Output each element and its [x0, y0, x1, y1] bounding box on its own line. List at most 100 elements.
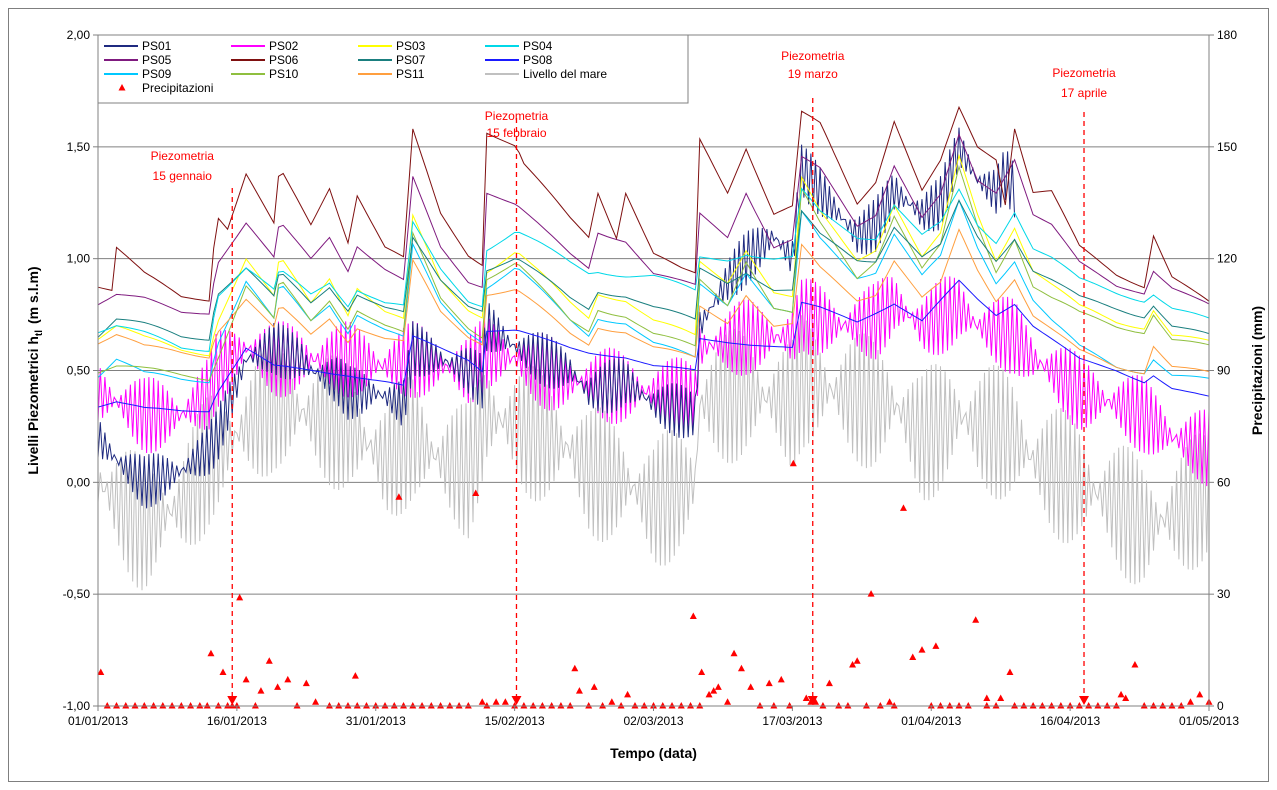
precipitation-marker: [696, 702, 704, 709]
precipitation-marker: [538, 702, 546, 709]
precipitation-marker: [1006, 668, 1014, 675]
y2-tick-label: 150: [1217, 140, 1237, 154]
precipitation-marker: [418, 702, 426, 709]
precipitation-marker: [710, 687, 718, 694]
y-axis-ticks: 2,00 1,50 1,00 0,50 0,00 -0,50 -1,00: [63, 28, 98, 713]
y2-tick-label: 120: [1217, 252, 1237, 266]
x-tick-label: 31/01/2013: [346, 714, 406, 728]
precipitation-marker: [242, 675, 250, 683]
y2-tick-label: 0: [1217, 699, 1224, 713]
precipitation-marker: [789, 459, 797, 467]
y-tick-label: 0,00: [67, 475, 91, 489]
legend-label: PS11: [396, 67, 425, 81]
precipitation-marker: [997, 694, 1005, 702]
precipitation-marker: [168, 702, 176, 709]
precipitation-marker: [492, 698, 500, 705]
precipitation-marker: [1131, 660, 1139, 668]
x-tick-label: 16/01/2013: [207, 714, 267, 728]
precipitation-marker: [677, 702, 685, 709]
precipitation-marker: [730, 649, 738, 657]
precipitation-marker: [228, 702, 236, 709]
precipitation-marker: [1196, 690, 1204, 698]
annotation-title: Piezometria: [1052, 66, 1116, 80]
precipitation-marker: [1020, 702, 1028, 709]
y2-tick-label: 90: [1217, 364, 1231, 378]
legend-label: PS02: [269, 39, 299, 53]
precipitation-marker: [103, 702, 111, 709]
precipitation-marker: [520, 702, 528, 709]
legend-label: PS01: [142, 39, 172, 53]
x-axis-label: Tempo (data): [610, 745, 697, 761]
y-axis-label-sub: tl: [34, 330, 45, 336]
precipitation-marker: [867, 590, 875, 597]
series-lines: [97, 105, 1210, 591]
precipitation-marker: [862, 702, 870, 709]
y-tick-label: 0,50: [67, 364, 91, 378]
series-line-ps07: [97, 199, 1210, 341]
series-line-ps04: [97, 187, 1210, 352]
series-line-livello-del-mare: [97, 315, 1210, 591]
precipitation-marker: [575, 687, 583, 694]
series-line-ps03: [97, 153, 1210, 357]
precipitation-marker: [284, 675, 292, 683]
precipitation-marker: [478, 698, 486, 705]
precipitation-marker: [511, 702, 519, 709]
precipitation-marker: [668, 702, 676, 709]
precipitation-marker: [251, 702, 259, 709]
precipitation-marker: [233, 702, 241, 709]
precipitation-marker: [455, 702, 463, 709]
precipitation-marker: [1048, 702, 1056, 709]
precipitation-marker: [177, 702, 185, 709]
precipitation-marker: [946, 702, 954, 709]
legend: PS01 PS02 PS03 PS04 PS05 PS06 PS07 PS08 PS09 PS10…: [97, 34, 689, 104]
precipitation-marker: [972, 616, 980, 623]
precipitation-marker: [1094, 702, 1102, 709]
precipitation-marker: [937, 702, 945, 709]
precipitation-marker: [650, 702, 657, 709]
precipitation-marker: [747, 683, 755, 690]
precipitation-marker: [983, 694, 991, 702]
y2-tick-label: 180: [1217, 28, 1237, 42]
annotation-date: 15 gennaio: [153, 169, 213, 183]
precipitation-marker: [1075, 702, 1083, 709]
series-line-ps09: [97, 198, 1210, 384]
x-tick-label: 02/03/2013: [623, 714, 683, 728]
precipitation-marker: [236, 593, 244, 601]
precipitation-marker: [293, 702, 301, 709]
precipitation-marker: [344, 702, 352, 709]
precipitation-marker: [964, 702, 972, 709]
precipitation-marker: [909, 653, 917, 661]
precipitation-marker: [756, 702, 764, 709]
precipitation-marker: [932, 642, 940, 649]
precipitation-markers: [97, 459, 1213, 709]
x-axis-ticks: 01/01/2013 16/01/2013 31/01/2013 15/02/2013…: [68, 706, 1239, 728]
annotation-arrowhead: [511, 696, 522, 705]
y-tick-label: -1,00: [63, 699, 91, 713]
precipitation-marker: [835, 702, 843, 709]
precipitation-marker: [1186, 698, 1194, 705]
precipitation-marker: [1029, 702, 1037, 709]
precipitation-marker: [140, 702, 148, 709]
precipitation-marker: [529, 702, 537, 709]
precipitation-marker: [187, 702, 195, 709]
x-tick-label: 17/03/2013: [762, 714, 822, 728]
x-tick-label: 16/04/2013: [1040, 714, 1100, 728]
precipitation-marker: [825, 679, 833, 687]
precipitation-marker: [1177, 702, 1185, 709]
precipitation-marker: [689, 612, 697, 620]
precipitation-marker: [1057, 702, 1065, 709]
annotation-title: Piezometria: [151, 149, 215, 163]
x-tick-label: 01/01/2013: [68, 714, 128, 728]
precipitation-marker: [446, 702, 454, 709]
precipitation-marker: [548, 702, 556, 709]
annotation-title: Piezometria: [781, 49, 845, 63]
y2-axis-ticks: 180 150 120 90 60 30 0: [1209, 28, 1237, 713]
precipitation-marker: [1085, 702, 1093, 709]
y-axis-label-unit: (m s.l.m): [25, 266, 41, 324]
precipitation-marker: [113, 702, 121, 709]
x-tick-label: 01/05/2013: [1179, 714, 1239, 728]
legend-label: Livello del mare: [523, 67, 607, 81]
precipitation-marker: [302, 679, 310, 687]
x-tick-label: 01/04/2013: [901, 714, 961, 728]
precipitation-marker: [1103, 702, 1111, 709]
